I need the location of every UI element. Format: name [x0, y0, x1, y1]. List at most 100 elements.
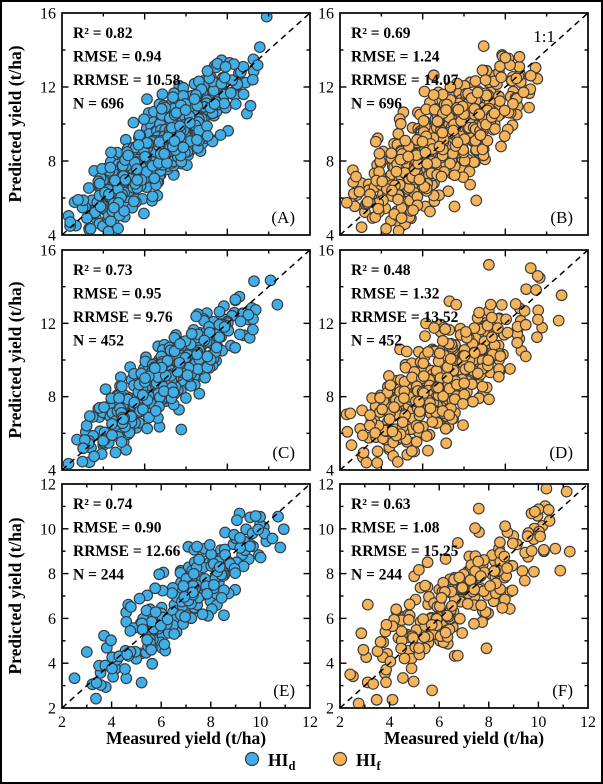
- scatter-point: [188, 93, 201, 105]
- scatter-point: [344, 407, 357, 420]
- stat-line-c-1: RMSE = 0.95: [73, 286, 162, 303]
- scatter-point: [392, 225, 405, 234]
- scatter-point: [392, 193, 404, 206]
- scatter-point: [439, 422, 452, 435]
- scatter-point: [122, 149, 134, 162]
- scatter-point: [76, 455, 89, 468]
- scatter-point: [436, 335, 449, 347]
- panel-E: 2 4 6 8 10 12 2 4 6 8 10 12 R² = 0.74 RMSE = 0.90 RRMS…: [40, 477, 318, 732]
- scatter-point: [494, 350, 507, 362]
- scatter-point: [506, 584, 519, 597]
- scatter-point: [167, 386, 180, 399]
- scatter-point: [475, 599, 487, 612]
- x-tick-label: 2: [336, 714, 344, 731]
- scatter-point: [155, 102, 168, 115]
- stat-line-b-2: RRMSE = 14.07: [351, 72, 459, 89]
- y-tick-label: 8: [48, 389, 56, 406]
- scatter-point: [357, 643, 370, 656]
- scatter-point: [94, 200, 107, 213]
- scatter-point: [484, 580, 496, 592]
- scatter-point: [495, 140, 507, 153]
- scatter-point: [529, 505, 541, 518]
- scatter-point: [231, 514, 243, 527]
- y-tick-label: 16: [40, 243, 56, 260]
- scatter-point: [98, 401, 110, 414]
- y-tick-label: 4: [48, 463, 56, 480]
- y-tick-label: 6: [326, 611, 334, 628]
- scatter-point: [179, 104, 192, 116]
- legend-label-sub: f: [376, 759, 381, 773]
- scatter-point: [121, 648, 133, 661]
- scatter-point: [444, 353, 457, 365]
- scatter-point: [494, 536, 506, 549]
- scatter-point: [141, 93, 153, 105]
- identity-line: [61, 249, 311, 471]
- scatter-point: [356, 429, 369, 442]
- stat-line-f-2: RRMSE = 15.25: [351, 543, 459, 560]
- scatter-point: [524, 262, 537, 274]
- scatter-point: [376, 175, 389, 188]
- scatter-point: [496, 602, 509, 614]
- y-tick-label: 8: [326, 154, 334, 171]
- scatter-point: [237, 60, 250, 73]
- scatter-point: [405, 445, 418, 457]
- scatter-point: [501, 326, 514, 339]
- scatter-point: [426, 416, 439, 428]
- scatter-point: [210, 341, 223, 354]
- scatter-point: [394, 117, 407, 130]
- scatter-point: [413, 395, 425, 408]
- y-tick-label: 2: [326, 701, 334, 718]
- legend-marker-f: [332, 751, 348, 767]
- stat-line-a-0: R² = 0.82: [73, 25, 133, 42]
- scatter-point: [127, 116, 140, 129]
- x-tick-label: 8: [207, 714, 215, 731]
- scatter-point: [191, 540, 203, 553]
- scatter-point: [397, 672, 409, 684]
- scatter-point: [437, 390, 449, 403]
- scatter-point: [131, 163, 143, 175]
- scatter-point: [441, 609, 454, 622]
- scatter-point: [420, 430, 433, 442]
- x-axis-title-col1: Measured yield (t/ha): [106, 728, 266, 748]
- stat-line-c-2: RRMSE = 9.76: [73, 309, 173, 326]
- scatter-point: [218, 71, 231, 84]
- scatter-point: [444, 157, 456, 170]
- scatter-point: [516, 565, 529, 577]
- scatter-point: [458, 377, 471, 390]
- scatter-point: [371, 445, 384, 458]
- scatter-point: [524, 69, 537, 82]
- scatter-point: [454, 612, 466, 625]
- scatter-point: [386, 425, 399, 438]
- scatter-point: [388, 401, 400, 413]
- scatter-point: [448, 200, 461, 213]
- scatter-point: [419, 579, 431, 592]
- scatter-point: [108, 201, 120, 214]
- scatter-point: [474, 570, 487, 582]
- stat-line-f-0: R² = 0.63: [351, 496, 411, 513]
- scatter-point: [355, 221, 368, 234]
- scatter-point: [469, 75, 482, 87]
- scatter-point: [439, 626, 452, 639]
- scatter-point: [156, 88, 169, 101]
- scatter-point: [390, 165, 403, 178]
- scatter-point: [386, 184, 398, 197]
- scatter-point: [398, 652, 411, 665]
- panel-F: 2 4 6 8 10 12 2 4 6 8 10 12 R² = 0.63 RMSE = 1.08 RRMS…: [318, 477, 596, 732]
- scatter-point: [498, 104, 511, 117]
- scatter-point: [440, 437, 453, 450]
- scatter-series-HI_f: [341, 258, 568, 469]
- scatter-point: [174, 120, 186, 132]
- scatter-point: [456, 627, 469, 639]
- scatter-point: [168, 628, 181, 640]
- scatter-point: [119, 174, 132, 186]
- scatter-point: [525, 545, 538, 557]
- scatter-point: [422, 444, 434, 457]
- scatter-point: [233, 328, 246, 341]
- y-tick-label: 10: [40, 521, 56, 538]
- scatter-point: [109, 446, 122, 459]
- stat-line-a-3: N = 696: [73, 96, 124, 113]
- scatter-point: [168, 135, 181, 147]
- scatter-point: [99, 383, 112, 396]
- scatter-point: [468, 617, 480, 630]
